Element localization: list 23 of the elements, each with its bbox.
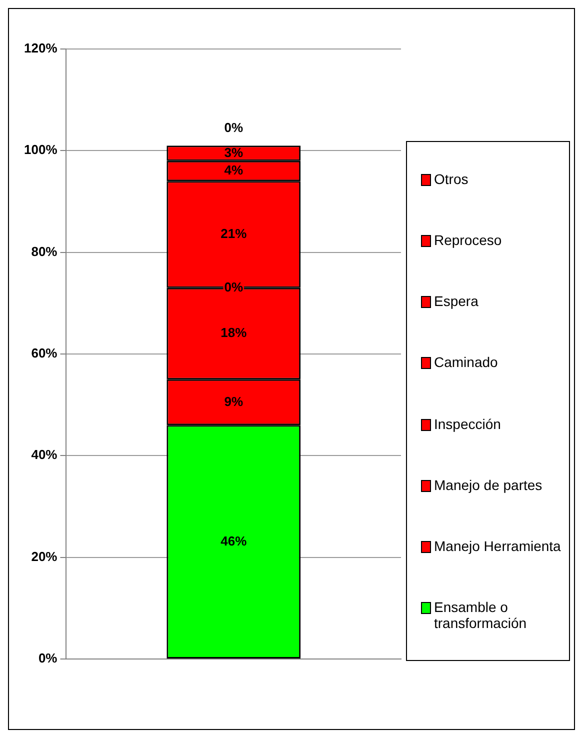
legend-label: Inspección [434, 416, 502, 432]
y-tick-label: 100% [24, 142, 58, 158]
legend-label: Reproceso [434, 232, 503, 248]
legend-label: Otros [434, 170, 470, 187]
legend-label: Ensamble o transformación [434, 599, 528, 632]
data-label: 0% [224, 279, 244, 294]
y-tick-label: 120% [24, 40, 58, 56]
data-label: 0% [224, 120, 244, 136]
legend-label: Caminado [434, 354, 499, 370]
y-tick-label: 0% [38, 650, 58, 666]
legend-label: Manejo Herramienta [434, 538, 562, 554]
y-tick-label: 40% [31, 447, 58, 462]
data-label: 21% [220, 226, 248, 242]
data-label: 46% [220, 533, 248, 548]
legend-label: Espera [434, 293, 480, 310]
data-label: 9% [224, 394, 244, 409]
y-tick-label: 60% [31, 346, 58, 361]
y-tick-label: 20% [31, 548, 58, 564]
y-tick-label: 80% [31, 244, 58, 259]
data-label: 18% [220, 325, 248, 340]
data-label: 4% [224, 162, 244, 178]
legend-label: Manejo de partes [434, 476, 544, 493]
data-label: 3% [224, 144, 244, 160]
